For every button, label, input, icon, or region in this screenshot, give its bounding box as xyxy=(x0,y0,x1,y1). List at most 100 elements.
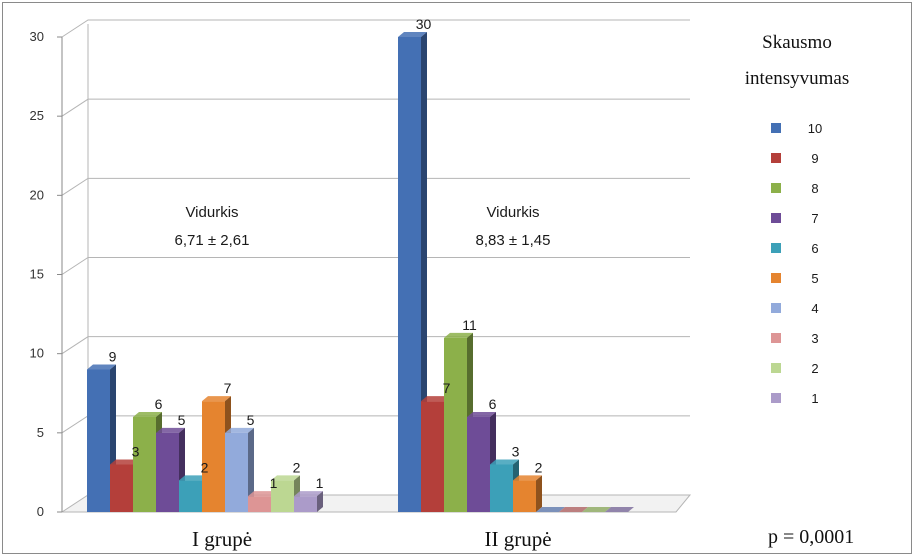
bar-side xyxy=(248,427,254,512)
data-label: 7 xyxy=(443,380,451,396)
legend-item-1: 1 xyxy=(771,391,819,406)
bar-1-4 xyxy=(225,427,254,512)
bar-side xyxy=(317,491,323,512)
legend-label: 6 xyxy=(811,241,818,256)
data-label: 1 xyxy=(316,475,324,491)
bar-top xyxy=(133,412,162,417)
legend-item-10: 10 xyxy=(771,121,822,136)
bar-top xyxy=(87,364,116,370)
legend-title-line2: intensyvumas xyxy=(745,68,850,89)
bar-2-3 xyxy=(559,507,588,512)
bar-front xyxy=(294,496,317,512)
annotation-title: Vidurkis xyxy=(185,204,238,221)
bar-2-2 xyxy=(582,507,611,512)
data-label: 9 xyxy=(109,349,117,365)
legend-swatch xyxy=(771,393,781,403)
data-label: 6 xyxy=(489,396,497,412)
legend-swatch xyxy=(771,213,781,223)
legend-swatch xyxy=(771,123,781,133)
annotation-value: 8,83 ± 1,45 xyxy=(476,232,551,249)
bar-front xyxy=(444,337,467,512)
bar-front xyxy=(398,37,421,512)
bar-front xyxy=(179,480,202,512)
y-tick-label: 30 xyxy=(30,29,44,44)
annotation-1: Vidurkis 6,71 ± 2,61 xyxy=(175,204,250,249)
annotations: Vidurkis 6,71 ± 2,61 Vidurkis 8,83 ± 1,45 xyxy=(175,204,551,249)
bar-top xyxy=(248,491,277,497)
bar-front xyxy=(156,432,179,512)
legend-label: 3 xyxy=(811,331,818,346)
bar-zero xyxy=(582,507,611,512)
grid-line xyxy=(61,98,690,117)
legend-swatch xyxy=(771,333,781,343)
x-axis: I grupė II grupė xyxy=(192,527,552,551)
data-label: 30 xyxy=(416,16,432,32)
bar-zero xyxy=(536,507,565,512)
legend-item-6: 6 xyxy=(771,241,819,256)
data-label: 3 xyxy=(512,444,520,460)
y-tick-label: 20 xyxy=(30,187,44,202)
bar-front xyxy=(133,417,156,512)
legend-item-7: 7 xyxy=(771,211,819,226)
bar-top xyxy=(467,412,496,417)
data-label: 7 xyxy=(224,380,232,396)
legend-label: 9 xyxy=(811,151,818,166)
y-tick-label: 15 xyxy=(30,267,44,282)
bar-top xyxy=(398,32,427,37)
legend-label: 10 xyxy=(808,121,822,136)
grid-line xyxy=(61,19,690,38)
data-label: 11 xyxy=(462,317,477,333)
bar-front xyxy=(513,480,536,512)
legend-label: 4 xyxy=(811,301,818,316)
bar-front xyxy=(490,464,513,512)
bar-top xyxy=(110,459,139,465)
data-label: 2 xyxy=(201,459,209,475)
legend-item-5: 5 xyxy=(771,271,819,286)
legend-item-9: 9 xyxy=(771,151,819,166)
legend-swatch xyxy=(771,363,781,373)
legend-item-4: 4 xyxy=(771,301,819,316)
legend-swatch xyxy=(771,243,781,253)
bar-top xyxy=(179,475,208,481)
grid-line xyxy=(61,257,690,275)
data-label: 3 xyxy=(132,444,140,460)
bar-top xyxy=(513,475,542,481)
bar-top xyxy=(156,427,185,433)
data-label: 6 xyxy=(155,396,163,412)
bar-top xyxy=(490,459,519,465)
category-label: II grupė xyxy=(484,527,551,551)
y-tick-label: 5 xyxy=(37,425,44,440)
y-tick-label: 10 xyxy=(30,346,44,361)
bar-1-1 xyxy=(294,491,323,512)
data-label: 2 xyxy=(293,459,301,475)
data-label: 2 xyxy=(535,459,543,475)
bar-zero xyxy=(559,507,588,512)
legend: Skausmo intensyvumas 10 9 8 7 6 5 4 3 2 1 xyxy=(745,32,850,406)
bar-top xyxy=(421,396,450,402)
bar-top xyxy=(294,491,323,497)
annotation-2: Vidurkis 8,83 ± 1,45 xyxy=(476,204,551,249)
bar-2-10 xyxy=(398,32,427,512)
legend-label: 1 xyxy=(811,391,818,406)
bar-side xyxy=(421,32,427,512)
legend-item-3: 3 xyxy=(771,331,819,346)
bar-zero xyxy=(605,507,634,512)
data-label: 1 xyxy=(270,475,278,491)
y-tick-label: 0 xyxy=(37,504,44,519)
legend-swatch xyxy=(771,153,781,163)
data-label: 5 xyxy=(247,412,255,428)
legend-swatch xyxy=(771,303,781,313)
legend-item-2: 2 xyxy=(771,361,819,376)
bars xyxy=(87,32,634,512)
legend-label: 8 xyxy=(811,181,818,196)
bar-front xyxy=(421,401,444,512)
bar-top xyxy=(271,475,300,481)
grid-line xyxy=(61,336,690,355)
bar-top xyxy=(202,396,231,402)
legend-title-line1: Skausmo xyxy=(762,32,832,53)
annotation-value: 6,71 ± 2,61 xyxy=(175,232,250,249)
legend-label: 7 xyxy=(811,211,818,226)
